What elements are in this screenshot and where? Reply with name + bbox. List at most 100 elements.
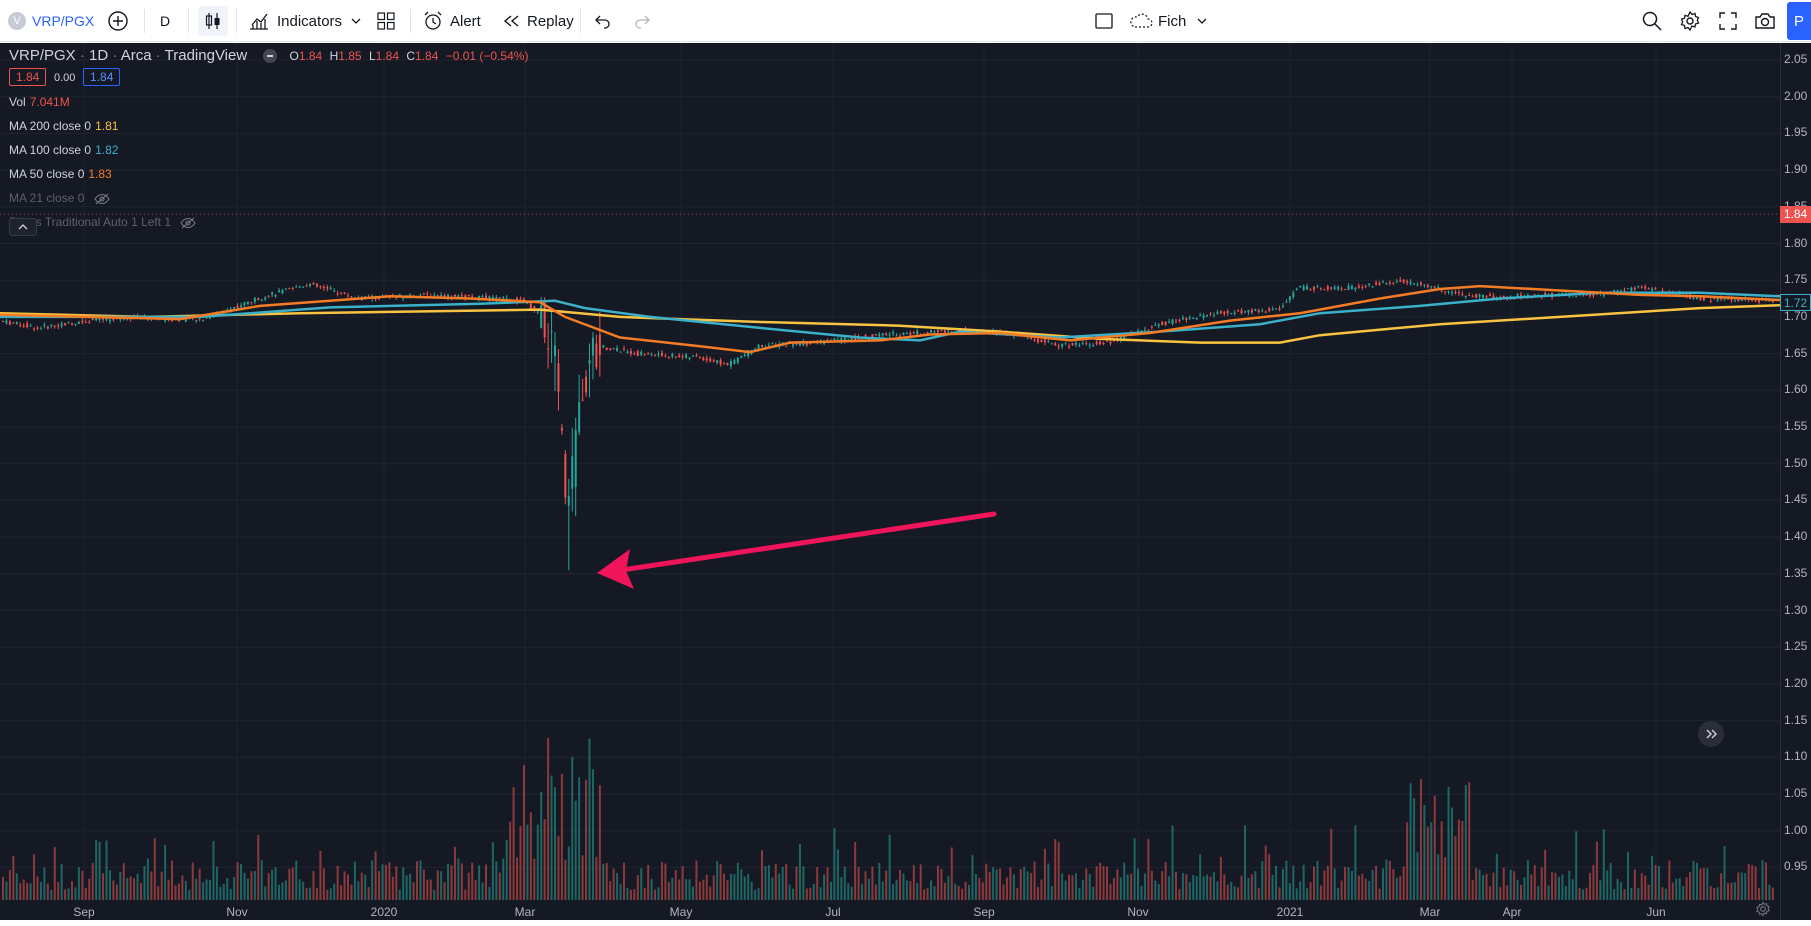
candle-body (698, 357, 701, 359)
volume-bar (260, 860, 263, 900)
volume-bar (60, 863, 63, 900)
volume-bar (146, 858, 149, 900)
snapshot-button[interactable] (1754, 0, 1776, 42)
volume-bar (447, 863, 450, 900)
time-axis-label: May (670, 905, 693, 919)
fullscreen-button[interactable] (1718, 0, 1738, 42)
legend-pivots-hidden[interactable]: Pivots Traditional Auto 1 Left 1 (9, 215, 197, 229)
legend-ma50[interactable]: MA 50 close 0 1.83 (9, 167, 112, 181)
publish-button[interactable]: P (1787, 2, 1811, 40)
interval-label: D (160, 13, 171, 29)
volume-bar (1095, 866, 1098, 900)
buy-price-button[interactable]: 1.84 (83, 68, 121, 86)
volume-bar (1568, 870, 1571, 900)
alert-button[interactable]: Alert (422, 0, 481, 42)
price-tick-label: 1.05 (1784, 786, 1808, 800)
volume-bar (950, 847, 953, 900)
price-axis[interactable]: 2.052.001.951.901.851.801.751.701.651.60… (1780, 43, 1811, 920)
legend-ma100[interactable]: MA 100 close 0 1.82 (9, 143, 119, 157)
indicators-dropdown[interactable] (350, 0, 362, 42)
candle-body (1526, 294, 1529, 297)
volume-bar (1675, 878, 1678, 900)
legend-ma21-hidden[interactable]: MA 21 close 0 (9, 191, 110, 205)
volume-bar (1716, 887, 1719, 900)
candle-body (1737, 298, 1740, 302)
time-axis-label: Mar (515, 905, 536, 919)
volume-bar (912, 865, 915, 900)
volume-bar (1678, 878, 1681, 900)
sell-price-button[interactable]: 1.84 (9, 68, 47, 86)
volume-bar (1751, 865, 1754, 900)
redo-button[interactable] (633, 0, 651, 42)
volume-bar (29, 883, 32, 900)
volume-bar (1533, 865, 1536, 900)
volume-bar (1454, 836, 1457, 900)
chart-style-button[interactable] (198, 0, 228, 42)
volume-bar (836, 849, 839, 900)
volume-bar (740, 869, 743, 900)
legend-collapse-button[interactable] (263, 49, 278, 64)
auto-scale-settings[interactable] (1755, 901, 1773, 919)
fullscreen-layout-toggle[interactable] (1094, 0, 1114, 42)
volume-bar (1406, 822, 1409, 900)
settings-button[interactable] (1679, 0, 1701, 42)
indicators-button[interactable]: Indicators (248, 0, 342, 42)
candle-body (1299, 286, 1302, 288)
volume-bar (129, 876, 132, 900)
candle-body (905, 332, 908, 334)
candle-body (1316, 285, 1319, 287)
volume-bar (429, 879, 432, 900)
compare-add-button[interactable] (107, 0, 129, 42)
scroll-to-realtime-button[interactable] (1698, 721, 1724, 747)
replay-button[interactable]: Replay (502, 0, 574, 42)
undo-button[interactable] (594, 0, 612, 42)
candle-body (1247, 310, 1250, 313)
chart-canvas[interactable]: Sep Nov 2020 Mar May Jul Sep Nov 2021 Mar Apr Jun (0, 43, 1780, 920)
volume-bar (1520, 885, 1522, 900)
volume-bar (874, 884, 877, 900)
volume-bar (22, 879, 25, 900)
eye-off-icon[interactable] (94, 193, 110, 205)
chevron-up-icon (18, 224, 28, 230)
layout-name-button[interactable]: Fich (1128, 0, 1208, 42)
volume-bar (150, 871, 153, 900)
search-button[interactable] (1641, 0, 1663, 42)
volume-bar (143, 865, 146, 900)
candle-body (1264, 311, 1267, 313)
volume-bar (1071, 875, 1074, 900)
volume-bar (1471, 879, 1474, 900)
candle-body (1288, 296, 1291, 301)
volume-bar (826, 867, 829, 900)
candle-body (874, 334, 877, 336)
legend-collapse-toggle[interactable] (9, 218, 37, 236)
legend-volume[interactable]: Vol 7.041M (9, 95, 70, 109)
volume-bar (1561, 874, 1564, 900)
candle-body (795, 342, 798, 345)
ma50-line (0, 284, 1780, 354)
candle-body (1074, 342, 1077, 345)
price-tick-label: 1.50 (1784, 455, 1808, 470)
volume-bar (1074, 873, 1077, 900)
candle-body (1488, 294, 1491, 296)
candle-body (233, 307, 236, 309)
volume-bar (498, 872, 501, 900)
volume-bar (91, 863, 94, 900)
chart-pane[interactable]: Sep Nov 2020 Mar May Jul Sep Nov 2021 Mar Apr Jun V… (0, 43, 1780, 920)
volume-bar (1168, 876, 1171, 900)
candle-body (1482, 295, 1485, 298)
volume-bar (605, 863, 608, 900)
layout-templates-button[interactable] (376, 0, 396, 42)
symbol-search-button[interactable]: V VRP/PGX (8, 0, 94, 42)
eye-off-icon[interactable] (180, 217, 197, 229)
legend-ma200[interactable]: MA 200 close 0 1.81 (9, 119, 119, 133)
interval-button[interactable]: D (160, 0, 170, 42)
candle-body (578, 401, 581, 433)
candle-body (253, 297, 256, 302)
candle-body (1375, 282, 1378, 285)
volume-bar (1692, 860, 1695, 900)
candle-body (640, 351, 643, 355)
volume-bar (71, 881, 73, 900)
volume-bar (629, 889, 632, 900)
layout-name: Fich (1158, 12, 1187, 30)
volume-bar (964, 881, 967, 900)
